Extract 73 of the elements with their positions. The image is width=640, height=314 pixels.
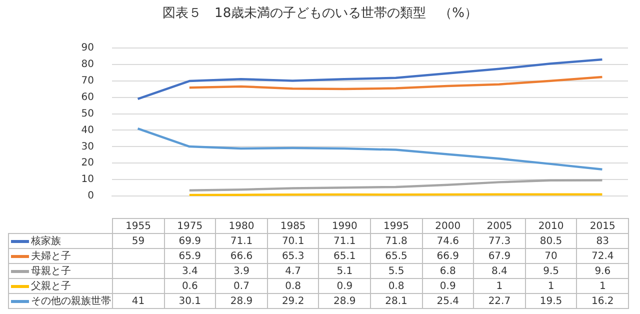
data-label: 19.5: [525, 294, 577, 308]
data-label: 80.5: [525, 234, 577, 248]
data-label: 4.7: [267, 264, 319, 278]
legend-label: 母親と子: [8, 264, 112, 278]
data-label: 1: [576, 278, 628, 294]
legend-label: その他の親族世帯: [8, 294, 112, 308]
data-label: 3.9: [216, 264, 268, 278]
chart-title: 図表５ 18歳未満の子どものいる世帯の類型 （%）: [162, 5, 478, 22]
y-tick-label: 10: [81, 174, 94, 186]
data-label: 0.9: [422, 278, 474, 294]
y-tick-label: 0: [88, 190, 94, 202]
data-label: 25.4: [422, 294, 474, 308]
data-label: 0.8: [267, 278, 319, 294]
data-label: 71.8: [370, 234, 422, 248]
data-label: 83: [576, 234, 628, 248]
data-label: 71.1: [216, 234, 268, 248]
data-label: 65.5: [370, 248, 422, 264]
data-label: 70.1: [267, 234, 319, 248]
data-label: 0.6: [164, 278, 216, 294]
data-label: 67.9: [474, 248, 526, 264]
data-label: 70: [525, 248, 577, 264]
data-label: 5.1: [318, 264, 370, 278]
x-tick-label: 1990: [318, 218, 370, 234]
data-label: 71.1: [318, 234, 370, 248]
legend-label: 父親と子: [8, 278, 112, 294]
data-label: 28.9: [216, 294, 268, 308]
data-label: 77.3: [474, 234, 526, 248]
data-label: 28.1: [370, 294, 422, 308]
y-tick-label: 90: [81, 42, 94, 54]
data-label: 1: [474, 278, 526, 294]
data-label: 41: [112, 294, 164, 308]
data-label: 16.2: [576, 294, 628, 308]
data-label: 6.8: [422, 264, 474, 278]
x-tick-label: 1985: [267, 218, 319, 234]
data-label: 66.9: [422, 248, 474, 264]
data-label: 28.9: [318, 294, 370, 308]
y-tick-label: 60: [81, 92, 94, 103]
data-label: 65.1: [318, 248, 370, 264]
data-label: 30.1: [164, 294, 216, 308]
data-label: 8.4: [474, 264, 526, 278]
data-label: 3.4: [164, 264, 216, 278]
x-tick-label: 1955: [112, 218, 164, 234]
data-label: 74.6: [422, 234, 474, 248]
y-tick-label: 20: [81, 158, 94, 169]
data-label: 59: [112, 234, 164, 248]
x-tick-label: 1995: [370, 218, 422, 234]
data-label: 0.9: [318, 278, 370, 294]
data-label: 72.4: [576, 248, 628, 264]
x-tick-label: 1980: [216, 218, 268, 234]
x-tick-label: 1975: [164, 218, 216, 234]
data-label: 29.2: [267, 294, 319, 308]
data-label: 66.6: [216, 248, 268, 264]
y-tick-label: 70: [81, 75, 94, 86]
data-label: 5.5: [370, 264, 422, 278]
data-label: 65.3: [267, 248, 319, 264]
y-tick-label: 80: [81, 59, 94, 70]
data-label: 1: [525, 278, 577, 294]
legend-label: 夫婦と子: [8, 248, 112, 264]
data-label: 9.5: [525, 264, 577, 278]
data-label: 22.7: [474, 294, 526, 308]
x-tick-label: 2000: [422, 218, 474, 234]
legend-label: 核家族: [8, 234, 112, 248]
data-label: 9.6: [576, 264, 628, 278]
x-tick-label: 2015: [576, 218, 628, 234]
data-label: 0.8: [370, 278, 422, 294]
x-tick-label: 2005: [474, 218, 526, 234]
y-tick-label: 30: [81, 141, 94, 152]
x-tick-label: 2010: [525, 218, 577, 234]
data-label: 65.9: [164, 248, 216, 264]
y-tick-label: 40: [81, 124, 94, 136]
y-tick-label: 50: [81, 108, 94, 120]
data-label: 0.7: [216, 278, 268, 294]
data-label: 69.9: [164, 234, 216, 248]
